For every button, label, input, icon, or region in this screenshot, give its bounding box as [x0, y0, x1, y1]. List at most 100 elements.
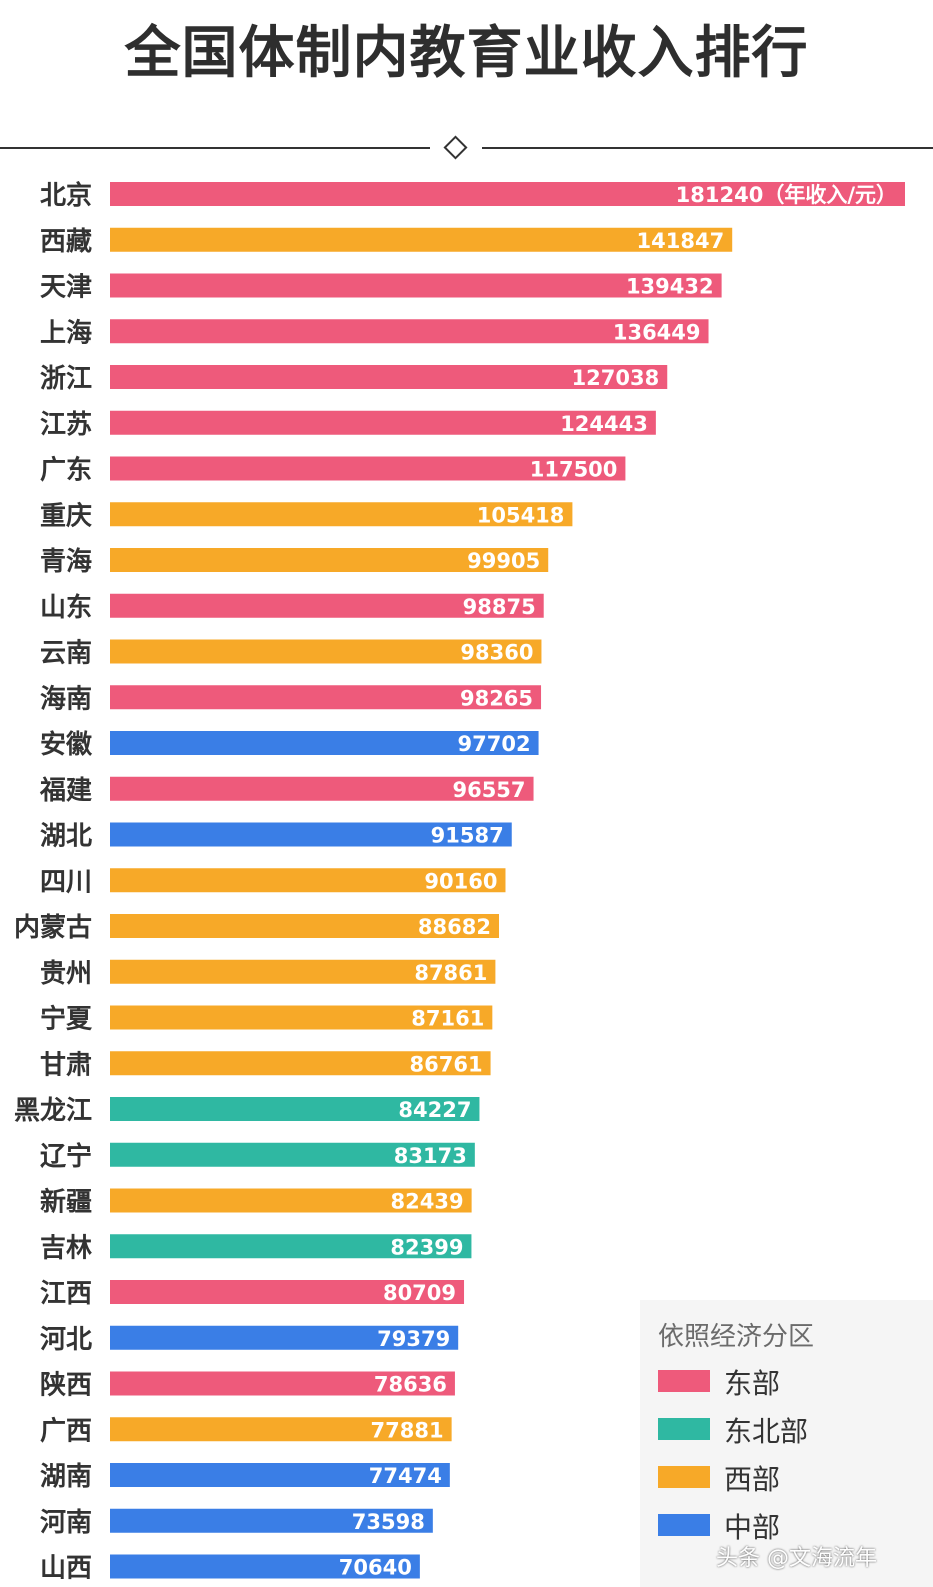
bar: [110, 227, 733, 252]
category-label: 福建: [39, 776, 92, 806]
bar: [110, 1234, 472, 1259]
value-label: 73598: [352, 1510, 425, 1534]
legend-title: 依照经济分区: [658, 1322, 815, 1352]
value-label: 79379: [377, 1327, 450, 1351]
bar: [110, 502, 573, 527]
value-label: 78636: [374, 1373, 447, 1397]
bar: [110, 182, 905, 206]
bar: [110, 776, 534, 801]
category-label: 江苏: [40, 410, 92, 440]
category-label: 甘肃: [40, 1050, 92, 1080]
bar: [110, 639, 542, 664]
value-label: 98875: [463, 595, 536, 619]
value-label: 70640: [339, 1556, 412, 1580]
legend-label-central: 中部: [724, 1511, 781, 1544]
category-label: 河南: [40, 1508, 92, 1538]
legend-item-northeast: 东北部: [658, 1410, 918, 1450]
bar: [110, 1097, 480, 1121]
value-label: 87861: [414, 961, 487, 985]
legend-swatch-central: [658, 1514, 710, 1536]
value-label: 98360: [460, 641, 533, 665]
category-label: 河北: [40, 1325, 92, 1355]
category-label: 吉林: [40, 1233, 92, 1263]
value-label: 139432: [626, 275, 714, 299]
bar: [110, 365, 668, 389]
bar: [110, 1463, 450, 1487]
value-label: 90160: [424, 869, 497, 893]
bar: [110, 273, 722, 298]
category-label: 广西: [40, 1416, 92, 1446]
value-label: 97702: [458, 732, 531, 756]
category-label: 山西: [40, 1554, 92, 1584]
bar: [110, 456, 626, 481]
value-label: 82399: [390, 1235, 463, 1259]
bar: [110, 548, 549, 572]
category-label: 贵州: [40, 959, 92, 989]
category-label: 山东: [40, 592, 92, 623]
chart-title: 全国体制内教育业收入排行: [124, 21, 809, 86]
legend: 依照经济分区 东部 东北部 西部 中部: [640, 1300, 933, 1587]
legend-label-northeast: 东北部: [724, 1415, 809, 1448]
value-label: 82439: [391, 1190, 464, 1214]
category-label: 西藏: [40, 227, 92, 257]
value-label: 83173: [394, 1144, 467, 1168]
title-divider-right: [482, 147, 933, 149]
category-label: 江西: [40, 1279, 92, 1309]
value-label: 80709: [383, 1281, 456, 1305]
value-label: 124443: [560, 412, 648, 436]
bar: [110, 1554, 420, 1579]
legend-label-east: 东部: [724, 1367, 781, 1400]
bar: [110, 1051, 491, 1076]
legend-item-west: 西部: [658, 1458, 918, 1498]
value-label: 91587: [431, 824, 504, 848]
category-label: 陕西: [40, 1371, 92, 1401]
bar: [110, 319, 709, 344]
category-label: 天津: [40, 273, 92, 303]
value-label: 99905: [467, 549, 540, 573]
bar: [110, 410, 656, 435]
category-label: 黑龙江: [14, 1096, 92, 1126]
legend-swatch-northeast: [658, 1418, 710, 1440]
category-label: 安徽: [40, 730, 93, 760]
value-label: 88682: [418, 915, 491, 939]
value-label: 181240（年收入/元）: [676, 183, 897, 207]
category-label: 宁夏: [40, 1004, 93, 1035]
bar: [110, 1508, 433, 1533]
bar: [110, 593, 544, 618]
category-label: 湖南: [40, 1462, 92, 1492]
value-label: 127038: [572, 366, 660, 390]
value-label: 141847: [637, 229, 725, 253]
legend-label-west: 西部: [724, 1463, 781, 1496]
legend-item-central: 中部: [658, 1506, 918, 1546]
bar: [110, 1280, 465, 1304]
legend-swatch-east: [658, 1370, 710, 1392]
category-label: 海南: [40, 684, 92, 714]
value-label: 86761: [410, 1052, 483, 1076]
bar: [110, 1188, 472, 1213]
bar: [110, 1371, 455, 1396]
value-label: 98265: [460, 686, 533, 710]
value-label: 77474: [369, 1464, 442, 1488]
bar: [110, 1325, 459, 1350]
title-divider-left: [0, 147, 430, 149]
category-label: 新疆: [40, 1187, 92, 1218]
value-label: 87161: [411, 1007, 484, 1031]
category-label: 四川: [40, 867, 92, 897]
category-label: 北京: [40, 180, 92, 211]
category-label: 青海: [40, 547, 92, 577]
category-label: 浙江: [40, 364, 92, 394]
legend-item-east: 东部: [658, 1362, 918, 1402]
bar: [110, 959, 496, 984]
category-label: 辽宁: [40, 1141, 92, 1172]
bar: [110, 1142, 475, 1167]
bar: [110, 822, 512, 847]
bar: [110, 685, 542, 710]
value-label: 136449: [613, 320, 701, 344]
bar: [110, 914, 499, 938]
watermark: 头条 @文海流年: [716, 1546, 877, 1571]
category-label: 上海: [40, 318, 92, 348]
value-label: 117500: [530, 458, 618, 482]
bar: [110, 731, 539, 755]
value-label: 105418: [477, 503, 565, 527]
